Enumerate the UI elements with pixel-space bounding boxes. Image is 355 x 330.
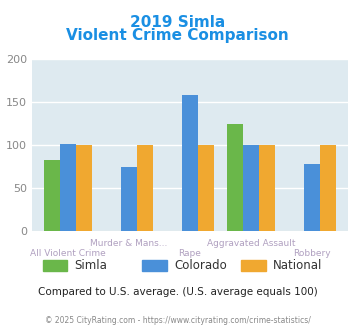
Bar <box>304 164 320 231</box>
Text: © 2025 CityRating.com - https://www.cityrating.com/crime-statistics/: © 2025 CityRating.com - https://www.city… <box>45 315 310 325</box>
Bar <box>259 145 275 231</box>
Text: National: National <box>273 259 323 272</box>
Bar <box>60 144 76 231</box>
Bar <box>121 167 137 231</box>
Text: 2019 Simla: 2019 Simla <box>130 15 225 30</box>
Bar <box>137 145 153 231</box>
Text: Robbery: Robbery <box>293 249 331 258</box>
Bar <box>227 124 243 231</box>
Text: Colorado: Colorado <box>174 259 227 272</box>
Text: Simla: Simla <box>75 259 108 272</box>
Text: Aggravated Assault: Aggravated Assault <box>207 239 295 248</box>
Text: All Violent Crime: All Violent Crime <box>30 249 106 258</box>
Bar <box>243 145 259 231</box>
Text: Murder & Mans...: Murder & Mans... <box>90 239 168 248</box>
Text: Compared to U.S. average. (U.S. average equals 100): Compared to U.S. average. (U.S. average … <box>38 287 317 297</box>
Bar <box>198 145 214 231</box>
Text: Violent Crime Comparison: Violent Crime Comparison <box>66 28 289 43</box>
Bar <box>320 145 336 231</box>
Bar <box>182 95 198 231</box>
Bar <box>44 160 60 231</box>
Bar <box>76 145 92 231</box>
Text: Rape: Rape <box>179 249 201 258</box>
